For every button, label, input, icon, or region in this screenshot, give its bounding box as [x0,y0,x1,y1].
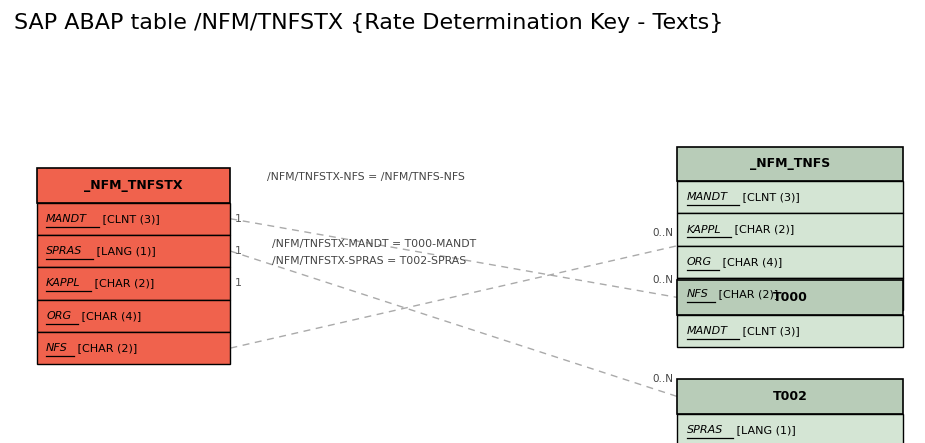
Text: 1: 1 [235,278,242,288]
Text: 1: 1 [235,214,242,224]
Polygon shape [677,280,904,315]
Text: T000: T000 [773,291,808,304]
Polygon shape [677,147,904,181]
Polygon shape [37,235,230,267]
Polygon shape [677,214,904,246]
Text: MANDT: MANDT [686,192,728,202]
Text: 1: 1 [235,246,242,256]
Text: [LANG (1)]: [LANG (1)] [92,246,155,256]
Text: 0..N: 0..N [652,275,672,285]
Text: 0..N: 0..N [652,228,672,238]
Text: [CHAR (4)]: [CHAR (4)] [719,257,783,267]
Text: KAPPL: KAPPL [686,225,722,234]
Text: ORG: ORG [686,257,712,267]
Text: ORG: ORG [46,311,71,321]
Text: T002: T002 [773,390,808,403]
Polygon shape [677,246,904,278]
Text: MANDT: MANDT [46,214,87,224]
Polygon shape [37,202,230,235]
Polygon shape [37,332,230,364]
Text: [CHAR (2)]: [CHAR (2)] [91,278,154,288]
Text: [CHAR (2)]: [CHAR (2)] [74,343,138,353]
Polygon shape [677,278,904,311]
Text: [CHAR (2)]: [CHAR (2)] [732,225,795,234]
Text: [CLNT (3)]: [CLNT (3)] [739,192,800,202]
Text: SPRAS: SPRAS [46,246,82,256]
Text: SAP ABAP table /NFM/TNFSTX {Rate Determination Key - Texts}: SAP ABAP table /NFM/TNFSTX {Rate Determi… [14,13,723,33]
Text: [LANG (1)]: [LANG (1)] [734,425,796,435]
Text: [CHAR (4)]: [CHAR (4)] [79,311,142,321]
Text: 0..N: 0..N [652,374,672,385]
Text: KAPPL: KAPPL [46,278,80,288]
Text: _NFM_TNFSTX: _NFM_TNFSTX [84,179,183,192]
Text: _NFM_TNFS: _NFM_TNFS [750,157,831,170]
Text: /NFM/TNFSTX-MANDT = T000-MANDT: /NFM/TNFSTX-MANDT = T000-MANDT [272,238,476,249]
Text: [CLNT (3)]: [CLNT (3)] [739,326,800,336]
Text: /NFM/TNFSTX-NFS = /NFM/TNFS-NFS: /NFM/TNFSTX-NFS = /NFM/TNFS-NFS [267,172,465,182]
Text: NFS: NFS [686,289,709,299]
Text: NFS: NFS [46,343,68,353]
Polygon shape [677,315,904,347]
Text: [CHAR (2)]: [CHAR (2)] [715,289,778,299]
Polygon shape [37,267,230,299]
Polygon shape [37,168,230,202]
Polygon shape [677,414,904,443]
Polygon shape [37,299,230,332]
Text: /NFM/TNFSTX-SPRAS = T002-SPRAS: /NFM/TNFSTX-SPRAS = T002-SPRAS [272,256,466,266]
Text: [CLNT (3)]: [CLNT (3)] [99,214,159,224]
Polygon shape [677,379,904,414]
Text: SPRAS: SPRAS [686,425,723,435]
Text: MANDT: MANDT [686,326,728,336]
Polygon shape [677,181,904,214]
